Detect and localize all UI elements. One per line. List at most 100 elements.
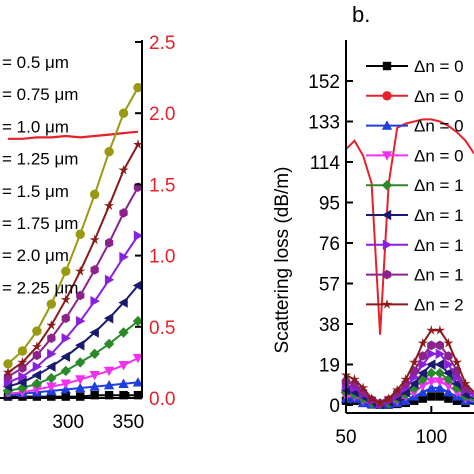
right-series-7-point-9 (418, 351, 427, 361)
left-right-y-tick-label-3: 1.5 (149, 175, 175, 196)
left-series-9-point-2 (32, 326, 42, 336)
left-legend-entry-5: = 1.75 μm (2, 214, 78, 233)
left-x-tick-label-0: 300 (52, 412, 84, 433)
left-series-7-point-6 (90, 265, 99, 275)
left-series-5-point-6 (89, 327, 99, 338)
right-series-6-point-12 (444, 359, 454, 370)
right-series-2-point-9 (417, 387, 428, 397)
left-series-3-point-8 (118, 361, 129, 371)
right-legend-marker-8 (381, 299, 393, 309)
right-series-6-point-13 (452, 372, 463, 383)
right-y-tick-label-7: 133 (308, 113, 340, 134)
right-series-5-point-12 (443, 367, 453, 379)
right-series-0-point-12 (444, 394, 453, 403)
left-series-9-point-1 (17, 346, 28, 356)
right-x-tick-label-1: 100 (415, 427, 447, 448)
left-series-line-9 (7, 87, 139, 365)
left-series-0-point-8 (119, 390, 128, 400)
right-series-3-point-9 (417, 381, 428, 392)
left-series-9-point-0 (3, 359, 13, 369)
left-legend-entry-2: = 1.0 μm (2, 117, 69, 136)
left-series-6-point-2 (32, 361, 43, 372)
left-series-5-point-3 (46, 361, 56, 372)
right-legend-marker-7 (382, 269, 392, 280)
left-series-6-point-1 (18, 371, 28, 382)
left-series-4-point-6 (89, 348, 100, 360)
left-series-6-point-4 (61, 332, 71, 344)
right-series-7-point-11 (435, 340, 444, 351)
right-legend-marker-0 (382, 61, 392, 71)
right-panel: b. Scattering loss (dB/m) 0 19 38 57 76 95 114… (272, 2, 474, 448)
right-series-8-point-2 (357, 382, 369, 393)
left-legend-entry-7: = 2.25 μm (2, 278, 78, 297)
left-series-6 (3, 230, 144, 388)
right-series-8-point-10 (426, 325, 437, 335)
right-series-5-point-10 (426, 359, 436, 370)
left-right-y-tick-label-2: 1.0 (149, 247, 175, 268)
right-series-3-point-10 (426, 377, 437, 387)
left-series-0-point-5 (76, 392, 85, 401)
right-legend-entry-4: Δn = 1 (414, 176, 464, 195)
left-x-tick-label-1: 350 (113, 412, 145, 433)
left-series-6-point-5 (76, 315, 86, 327)
right-series-line-8 (345, 329, 474, 405)
left-series-line-5 (7, 284, 139, 388)
left-right-y-tick-label-4: 2.0 (149, 104, 175, 125)
left-series-2-point-9 (132, 377, 144, 387)
right-series-8-point-1 (349, 374, 360, 384)
right-legend-marker-4 (381, 180, 393, 191)
left-series-7-point-2 (32, 350, 41, 361)
left-series-3-point-7 (103, 366, 115, 377)
right-series-6-point-9 (418, 359, 428, 370)
right-series-7-point-12 (444, 351, 453, 361)
left-series-2 (2, 377, 144, 400)
left-series-8-point-5 (75, 265, 86, 276)
left-series-8-point-7 (104, 200, 115, 211)
right-series-6-point-11 (435, 348, 446, 360)
left-series-5-point-7 (103, 313, 114, 324)
left-series-0-point-7 (104, 390, 114, 400)
right-series-3-point-11 (434, 377, 446, 387)
right-series-0-point-10 (427, 392, 436, 401)
right-legend-entry-0: Δn = 0 (414, 57, 464, 76)
left-series-6-point-8 (119, 251, 129, 263)
left-legend-entry-1: = 0.75 μm (2, 85, 78, 104)
left-series-8-point-6 (89, 234, 100, 245)
right-series-5-point-11 (434, 359, 445, 370)
right-series-8-point-8 (409, 357, 420, 367)
left-series-5-point-8 (118, 297, 128, 308)
left-series-5-point-9 (132, 280, 143, 291)
right-x-ticks: 50 100 (335, 406, 447, 448)
left-series-8-point-0 (2, 367, 14, 377)
left-series-3-point-5 (75, 375, 86, 385)
right-y-tick-label-2: 38 (319, 315, 340, 336)
right-y-ticks: 0 19 38 57 76 95 114 133 152 (308, 72, 353, 417)
right-series-7-point-10 (427, 340, 436, 351)
left-series-4-point-7 (103, 338, 115, 350)
right-series-5-point-8 (409, 378, 419, 389)
right-legend-entry-6: Δn = 1 (414, 236, 464, 255)
left-series-4-point-9 (132, 315, 144, 327)
left-series-line-6 (7, 235, 139, 384)
right-legend-entry-3: Δn = 0 (414, 146, 464, 165)
left-series-line-2 (7, 381, 139, 397)
right-legend-entry-1: Δn = 0 (414, 87, 464, 106)
right-series-8-point-6 (392, 384, 403, 395)
left-series-3-point-3 (46, 382, 57, 392)
left-series-3-point-6 (89, 371, 100, 381)
right-series-2-point-10 (426, 382, 437, 393)
left-series-2-point-5 (75, 382, 86, 393)
right-y-tick-label-5: 95 (319, 194, 340, 215)
right-legend-marker-1 (382, 91, 392, 101)
left-series-5 (2, 280, 143, 392)
right-y-tick-label-4: 76 (319, 234, 340, 255)
right-series-6-point-10 (427, 348, 437, 360)
left-series-9-point-4 (61, 266, 71, 276)
left-series-2-point-8 (118, 378, 129, 388)
right-series-8-point-4 (375, 397, 386, 408)
right-series-line-1 (345, 118, 474, 335)
right-series-0-point-8 (410, 396, 419, 405)
left-series-3-point-9 (132, 353, 144, 364)
left-panel: 300 350 0.0 0.5 1.0 1.5 2.0 2.5 = 0.5 μm = 0.75… (0, 33, 175, 433)
left-legend-entry-4: = 1.5 μm (2, 182, 69, 201)
